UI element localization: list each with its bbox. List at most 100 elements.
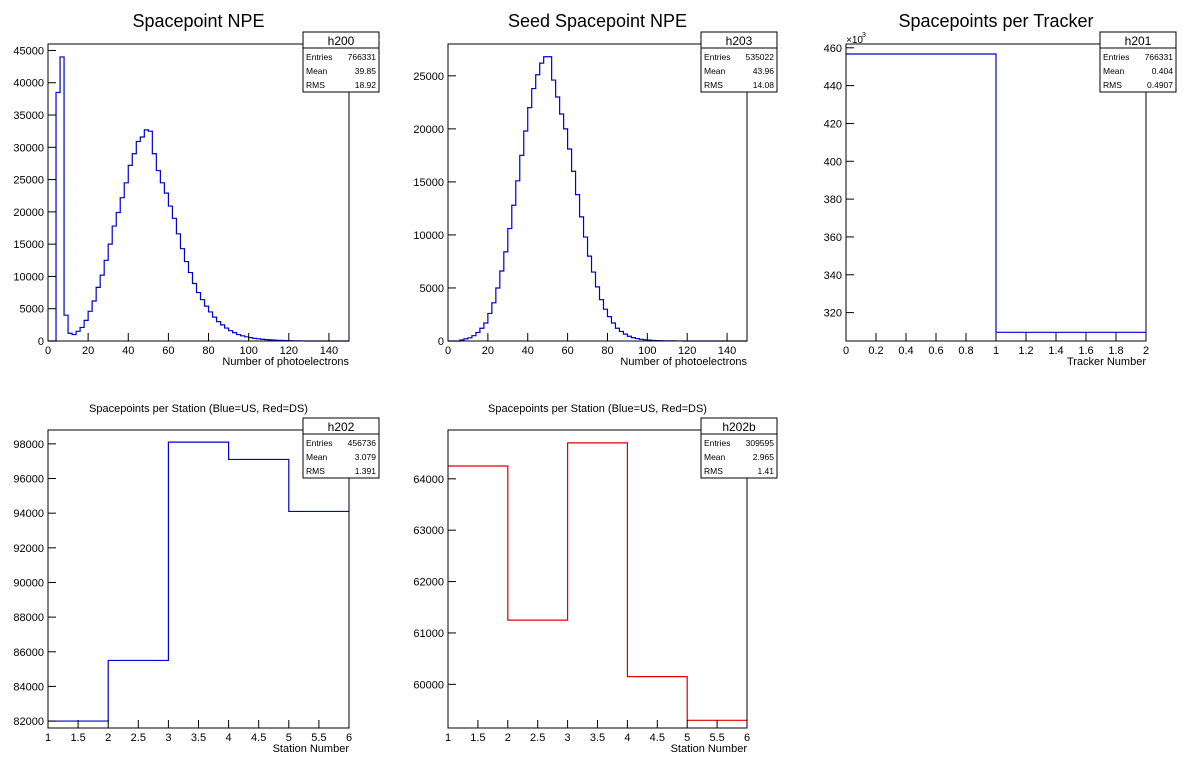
y-tick-label: 88000 (13, 612, 44, 624)
y-tick-label: 25000 (413, 71, 444, 83)
x-axis-label: Number of photoelectrons (620, 356, 747, 368)
x-tick-label: 5.5 (311, 732, 326, 744)
chart-title: Spacepoints per Station (Blue=US, Red=DS… (488, 403, 707, 415)
x-tick-label: 1.4 (1048, 345, 1063, 357)
chart-h203: Seed Spacepoint NPE 0 20 40 60 80 100 120 140 0 50… (413, 11, 778, 368)
x-tick-label: 20 (482, 345, 494, 357)
histogram-line-h202b (448, 442, 747, 721)
stats-box: h200 Entries 766331 Mean 39.85 RMS 18.92 (302, 31, 380, 93)
x-tick-label: 4.5 (251, 732, 266, 744)
y-tick-label: 360 (824, 232, 842, 244)
y-tick-label: 420 (824, 118, 842, 130)
y-tick-label: 10000 (413, 230, 444, 242)
x-axis-label: Station Number (671, 743, 748, 755)
y-tick-label: 84000 (13, 681, 44, 693)
y-tick-label: 92000 (13, 543, 44, 555)
y-tick-label: 45000 (13, 45, 44, 57)
y-tick-label: 10000 (13, 271, 44, 283)
x-tick-label: 6 (744, 732, 750, 744)
y-tick-label: 5000 (20, 304, 44, 316)
chart-title: Seed Spacepoint NPE (508, 11, 687, 31)
x-tick-label: 1 (45, 732, 51, 744)
y-tick-label: 35000 (13, 110, 44, 122)
chart-h200: Spacepoint NPE 0 20 40 60 80 100 120 140 0 5000 100… (13, 11, 380, 368)
x-tick-label: 2 (1143, 345, 1149, 357)
stats-name: h203 (726, 34, 753, 48)
x-tick-label: 40 (122, 345, 134, 357)
plot-frame (47, 43, 350, 342)
stats-label-entries: Entries (306, 52, 332, 62)
plot-frame (447, 43, 748, 342)
y-tick-label: 20000 (413, 124, 444, 136)
chart-title: Spacepoints per Station (Blue=US, Red=DS… (89, 403, 308, 415)
y-tick-label: 96000 (13, 474, 44, 486)
x-tick-label: 2.5 (530, 732, 545, 744)
stats-box: h202 Entries 456736 Mean 3.079 RMS 1.391 (302, 417, 380, 479)
chart-title: Spacepoints per Tracker (898, 11, 1093, 31)
y-tick-label: 25000 (13, 175, 44, 187)
histogram-line-h203 (448, 56, 747, 342)
stats-box-frame (302, 417, 380, 479)
x-tick-label: 3.5 (590, 732, 605, 744)
stats-box: h203 Entries 535022 Mean 43.96 RMS 14.08 (700, 31, 778, 93)
y-tick-label: 320 (824, 308, 842, 320)
stats-value-mean: 0.404 (1152, 66, 1174, 76)
x-tick-label: 4 (226, 732, 232, 744)
y-tick-label: 440 (824, 81, 842, 93)
y-tick-label: 62000 (413, 577, 444, 589)
x-tick-label: 3 (165, 732, 171, 744)
stats-label-entries: Entries (704, 52, 730, 62)
x-tick-label: 1.6 (1078, 345, 1093, 357)
x-tick-label: 0 (45, 345, 51, 357)
x-tick-label: 1 (445, 732, 451, 744)
x-tick-label: 140 (718, 345, 736, 357)
x-tick-label: 100 (638, 345, 656, 357)
x-tick-label: 0.8 (958, 345, 973, 357)
y-exponent: 3 (862, 32, 866, 39)
stats-label-mean: Mean (1103, 66, 1125, 76)
stats-label-mean: Mean (306, 452, 328, 462)
stats-value-entries: 456736 (348, 438, 377, 448)
x-axis-label: Number of photoelectrons (222, 356, 349, 368)
x-tick-label: 140 (320, 345, 338, 357)
chart-title: Spacepoint NPE (132, 11, 264, 31)
stats-label-entries: Entries (306, 438, 332, 448)
y-tick-label: 0 (38, 336, 44, 348)
stats-name: h201 (1125, 34, 1152, 48)
stats-value-entries: 766331 (1145, 52, 1174, 62)
stats-value-entries: 309595 (746, 438, 775, 448)
x-tick-label: 40 (522, 345, 534, 357)
stats-label-entries: Entries (704, 438, 730, 448)
y-tick-label: 0 (438, 336, 444, 348)
histogram-line-h201 (846, 53, 1146, 333)
x-tick-label: 80 (601, 345, 613, 357)
x-tick-label: 2 (105, 732, 111, 744)
stats-label-entries: Entries (1103, 52, 1129, 62)
y-tick-label: 40000 (13, 78, 44, 90)
stats-label-rms: RMS (704, 466, 723, 476)
stats-value-entries: 535022 (746, 52, 775, 62)
stats-name: h202 (328, 420, 355, 434)
histogram-line-h200 (48, 56, 349, 342)
stats-box-frame (1099, 31, 1177, 93)
chart-h201: Spacepoints per Tracker 0 0.2 0.4 0.6 0.8 1 1.2… (824, 11, 1177, 368)
y-tick-label: 380 (824, 194, 842, 206)
x-tick-label: 80 (202, 345, 214, 357)
stats-value-entries: 766331 (348, 52, 377, 62)
stats-value-mean: 2.965 (753, 452, 775, 462)
x-tick-label: 3 (565, 732, 571, 744)
stats-value-rms: 14.08 (753, 80, 775, 90)
stats-box-frame (700, 417, 778, 479)
stats-value-rms: 1.41 (757, 466, 774, 476)
stats-name: h202b (722, 420, 756, 434)
stats-label-rms: RMS (704, 80, 723, 90)
y-tick-label: 60000 (413, 679, 444, 691)
stats-name: h200 (328, 34, 355, 48)
y-tick-label: 63000 (413, 525, 444, 537)
stats-box: h201 Entries 766331 Mean 0.404 RMS 0.4907 (1099, 31, 1177, 93)
y-tick-label: 90000 (13, 577, 44, 589)
x-tick-label: 4 (624, 732, 630, 744)
y-tick-label: 61000 (413, 628, 444, 640)
x-tick-label: 0.2 (868, 345, 883, 357)
